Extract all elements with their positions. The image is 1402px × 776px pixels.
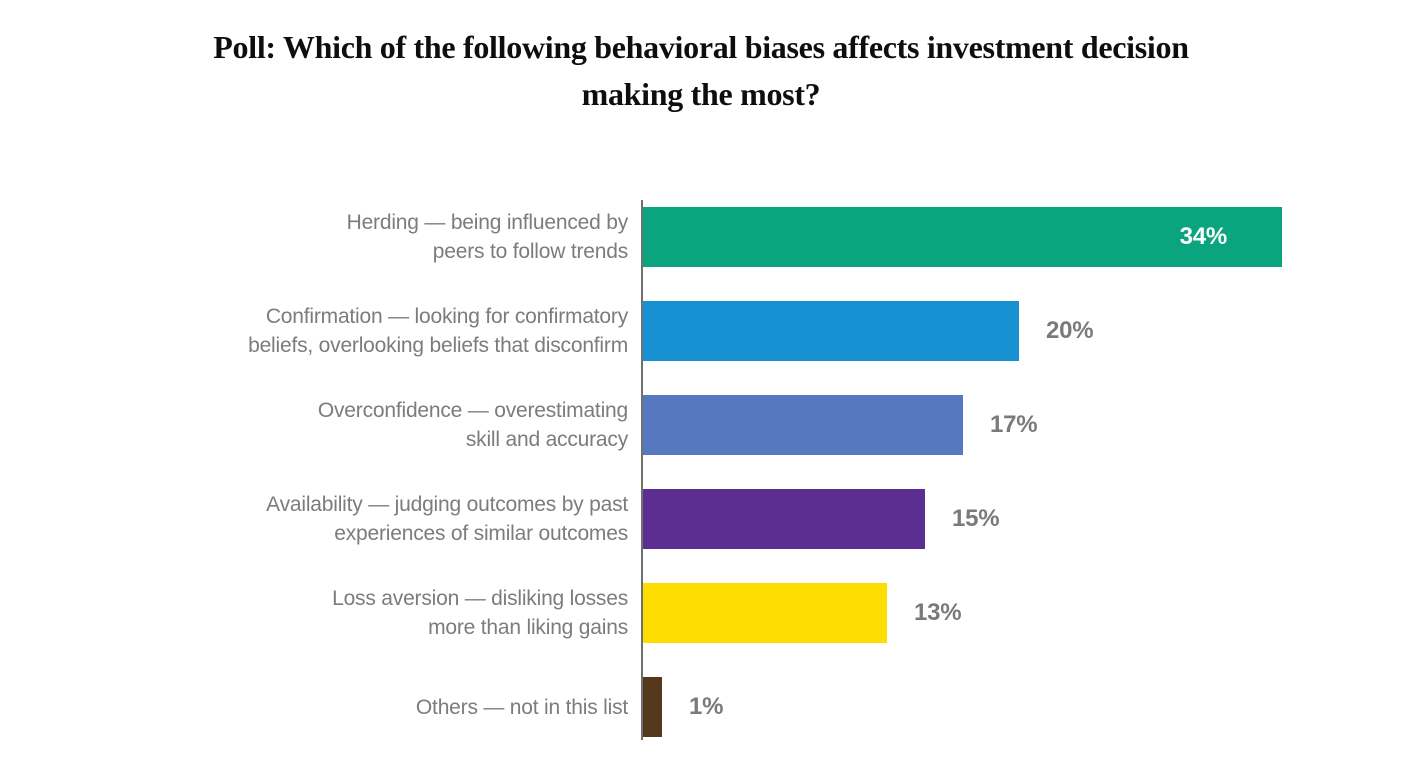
value-label: 20% [1046,317,1094,344]
bar [643,677,662,737]
bar-area: 17% [643,395,1390,455]
bar-area: 15% [643,489,1390,549]
chart-row: Herding — being influenced by peers to f… [120,207,1390,267]
bar-chart: Herding — being influenced by peers to f… [120,200,1390,740]
value-label: 15% [952,505,1000,532]
chart-rows: Herding — being influenced by peers to f… [120,200,1390,740]
bar [643,395,963,455]
category-label: Herding — being influenced by peers to f… [346,211,629,263]
bar-area: 13% [643,583,1390,643]
value-label: 17% [990,411,1038,438]
bar: 34% [643,207,1282,267]
chart-row: Confirmation — looking for confirmatory … [120,301,1390,361]
value-label: 34% [1179,223,1228,250]
chart-row: Others — not in this list 1% [120,677,1390,737]
category-label: Confirmation — looking for confirmatory … [248,305,628,357]
y-axis-line [641,200,643,740]
category-label: Others — not in this list [415,695,628,719]
bar-area: 34% [643,207,1390,267]
chart-row: Loss aversion — disliking losses more th… [120,583,1390,643]
bar [643,489,925,549]
bar-area: 1% [643,677,1390,737]
bar [643,301,1019,361]
chart-row: Overconfidence — overestimating skill an… [120,395,1390,455]
category-label: Loss aversion — disliking losses more th… [332,587,628,639]
bar-area: 20% [643,301,1390,361]
bar [643,583,887,643]
chart-title: Poll: Which of the following behavioral … [213,29,1189,112]
value-label: 13% [914,599,962,626]
chart-row: Availability — judging outcomes by past … [120,489,1390,549]
category-label: Availability — judging outcomes by past … [266,493,628,545]
value-label: 1% [689,693,724,720]
category-label: Overconfidence — overestimating skill an… [317,399,628,451]
